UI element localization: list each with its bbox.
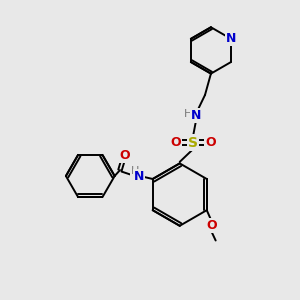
Text: H: H [184,109,192,119]
Text: N: N [191,109,201,122]
Text: H: H [131,166,139,176]
Text: O: O [170,136,181,149]
Text: N: N [226,32,236,45]
Text: S: S [188,136,198,150]
Text: O: O [119,149,130,162]
Text: N: N [134,169,144,182]
Text: O: O [206,219,217,232]
Text: O: O [205,136,216,149]
